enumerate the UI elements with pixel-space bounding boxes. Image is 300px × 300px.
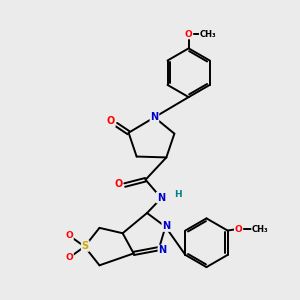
Text: O: O [235, 225, 242, 234]
Text: CH₃: CH₃ [200, 30, 216, 39]
Text: N: N [150, 112, 158, 122]
Text: S: S [82, 241, 89, 251]
Text: O: O [65, 254, 73, 262]
Text: CH₃: CH₃ [252, 225, 268, 234]
Text: N: N [158, 245, 166, 256]
Text: O: O [185, 30, 193, 39]
Text: O: O [114, 178, 122, 189]
Text: O: O [65, 231, 73, 240]
Text: N: N [162, 221, 170, 231]
Text: N: N [157, 193, 165, 202]
Text: O: O [106, 116, 115, 127]
Text: H: H [174, 190, 182, 199]
